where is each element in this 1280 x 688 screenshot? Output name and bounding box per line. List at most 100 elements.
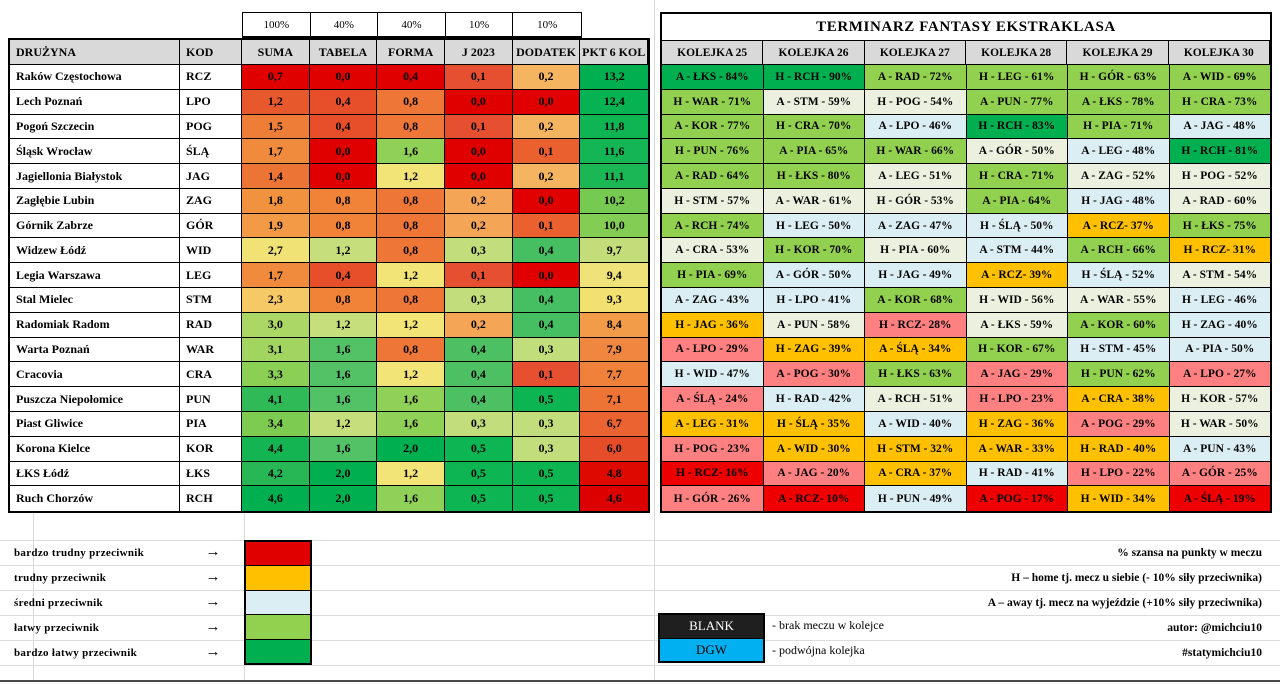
- team-name: Górnik Zabrze: [10, 213, 180, 239]
- fixture-cell: A - RCH - 66%: [1068, 238, 1170, 264]
- fixture-cell: H - RCZ- 28%: [865, 312, 967, 338]
- strength-value-cell: 0,1: [445, 263, 513, 289]
- strength-table-header: DRUŻYNA KOD SUMA TABELA FORMA J 2023 DODATEK PK…: [10, 40, 649, 65]
- strength-value-cell: 1,9: [242, 213, 310, 239]
- fixture-cell: A - LEG - 48%: [1068, 139, 1170, 165]
- team-name: Radomiak Radom: [10, 312, 180, 338]
- strength-value-cell: 0,8: [377, 238, 446, 264]
- team-row: Śląsk Wrocław ŚLĄ 1,7 0,0 1,6 0,0 0,1 11,6: [10, 139, 649, 165]
- gameweek-header: KOLEJKA 25: [662, 41, 764, 65]
- strength-value-cell: 0,4: [377, 65, 446, 90]
- strength-value-cell: 12,4: [580, 89, 649, 115]
- strength-value-cell: 1,6: [377, 411, 446, 437]
- strength-value-cell: 0,5: [445, 436, 513, 462]
- team-code: PIA: [180, 411, 242, 437]
- fixture-cell: A - ZAG - 47%: [865, 213, 967, 239]
- fixture-cell: H - WID - 34%: [1068, 486, 1170, 512]
- arrow-icon: →: [205, 594, 221, 610]
- fixture-cell: H - CRA - 70%: [763, 114, 865, 140]
- fixture-cell: A - CRA - 38%: [1068, 387, 1170, 412]
- fixture-cell: A - ŁKS - 84%: [662, 65, 764, 90]
- strength-value-cell: 0,4: [445, 337, 513, 363]
- fixture-cell: H - GÓR - 26%: [662, 486, 764, 512]
- strength-value-cell: 4,1: [242, 387, 310, 412]
- fixture-cell: H - STM - 57%: [662, 188, 764, 214]
- fixture-cell: H - PIA - 71%: [1068, 114, 1170, 140]
- fixture-cell: H - RAD - 40%: [1068, 436, 1170, 462]
- gridline: [0, 590, 1280, 591]
- strength-value-cell: 0,1: [445, 65, 513, 90]
- fixture-cell: H - PUN - 62%: [1068, 362, 1170, 388]
- fixture-cell: A - RCH - 74%: [662, 213, 764, 239]
- fixture-cell: A - WID - 69%: [1169, 65, 1270, 90]
- strength-value-cell: 11,1: [580, 164, 649, 189]
- strength-value-cell: 4,8: [580, 461, 649, 487]
- weight-cell: 10%: [445, 13, 514, 37]
- fixture-cell: A - WAR - 55%: [1068, 288, 1170, 313]
- dgw-flag-description: - podwójna kolejka: [772, 643, 865, 657]
- strength-value-cell: 0,8: [377, 213, 446, 239]
- team-code: STM: [180, 288, 242, 313]
- fixture-cell: A - RCZ- 37%: [1068, 213, 1170, 239]
- arrow-icon: →: [205, 644, 221, 660]
- fixture-row: A - RCH - 74% H - LEG - 50% A - ZAG - 47% H…: [662, 213, 1270, 239]
- strength-value-cell: 0,7: [242, 65, 310, 90]
- team-row: Korona Kielce KOR 4,4 1,6 2,0 0,5 0,3 6,0: [10, 436, 649, 462]
- fixture-cell: A - PUN - 58%: [763, 312, 865, 338]
- strength-value-cell: 4,6: [242, 486, 310, 512]
- gridline: [0, 615, 1280, 616]
- team-code: POG: [180, 114, 242, 140]
- strength-value-cell: 0,1: [512, 139, 581, 165]
- fixture-cell: H - RCH - 83%: [966, 114, 1068, 140]
- fixture-cell: A - ŁKS - 59%: [966, 312, 1068, 338]
- strength-value-cell: 1,6: [309, 436, 378, 462]
- fixture-cell: H - ŁKS - 80%: [763, 164, 865, 189]
- fixture-cell: A - ŚLĄ - 34%: [865, 337, 967, 363]
- strength-value-cell: 0,4: [309, 263, 378, 289]
- fixture-cell: A - ŚLĄ - 19%: [1169, 486, 1270, 512]
- fixture-cell: A - GÓR - 50%: [966, 139, 1068, 165]
- fixture-cell: A - KOR - 68%: [865, 288, 967, 313]
- fixture-cell: H - KOR - 70%: [763, 238, 865, 264]
- team-row: Puszcza Niepołomice PUN 4,1 1,6 1,6 0,4 0,5 7,1: [10, 387, 649, 412]
- strength-value-cell: 0,1: [512, 213, 581, 239]
- fixture-cell: A - POG - 29%: [1068, 411, 1170, 437]
- strength-value-cell: 4,2: [242, 461, 310, 487]
- fixture-row: A - KOR - 77% H - CRA - 70% A - LPO - 46% H…: [662, 114, 1270, 140]
- column-header: KOD: [180, 40, 242, 65]
- strength-value-cell: 0,8: [309, 213, 378, 239]
- team-name: Cracovia: [10, 362, 180, 388]
- note-author: autor: @michciu10: [1167, 621, 1262, 634]
- fixture-cell: A - GÓR - 50%: [763, 263, 865, 289]
- fixture-cell: A - GÓR - 25%: [1169, 461, 1270, 487]
- strength-value-cell: 0,8: [309, 288, 378, 313]
- strength-value-cell: 0,5: [445, 461, 513, 487]
- strength-value-cell: 0,4: [445, 387, 513, 412]
- fixture-cell: H - STM - 45%: [1068, 337, 1170, 363]
- team-name: Jagiellonia Białystok: [10, 164, 180, 189]
- strength-value-cell: 1,6: [309, 362, 378, 388]
- strength-value-cell: 0,3: [445, 238, 513, 264]
- strength-value-cell: 1,5: [242, 114, 310, 140]
- strength-value-cell: 0,5: [512, 461, 581, 487]
- strength-value-cell: 7,9: [580, 337, 649, 363]
- team-row: Raków Częstochowa RCZ 0,7 0,0 0,4 0,1 0,2 13,2: [10, 65, 649, 90]
- team-name: Stal Mielec: [10, 288, 180, 313]
- fixture-cell: A - POG - 17%: [966, 486, 1068, 512]
- fixture-row: A - LPO - 29% H - ZAG - 39% A - ŚLĄ - 34% H…: [662, 337, 1270, 363]
- team-row: Warta Poznań WAR 3,1 1,6 0,8 0,4 0,3 7,9: [10, 337, 649, 363]
- strength-value-cell: 0,3: [445, 411, 513, 437]
- team-code: CRA: [180, 362, 242, 388]
- team-name: Pogoń Szczecin: [10, 114, 180, 140]
- fixture-table-header: KOLEJKA 25 KOLEJKA 26 KOLEJKA 27 KOLEJKA 28…: [662, 41, 1270, 65]
- fixture-cell: H - JAG - 49%: [865, 263, 967, 289]
- team-row: Jagiellonia Białystok JAG 1,4 0,0 1,2 0,0 0,2 1…: [10, 164, 649, 189]
- strength-value-cell: 8,4: [580, 312, 649, 338]
- fixture-row: A - ŁKS - 84% H - RCH - 90% A - RAD - 72% H…: [662, 65, 1270, 90]
- fixture-cell: A - STM - 54%: [1169, 263, 1270, 289]
- strength-value-cell: 2,7: [242, 238, 310, 264]
- team-name: Zagłębie Lubin: [10, 188, 180, 214]
- strength-value-cell: 0,2: [445, 312, 513, 338]
- fixture-cell: A - PUN - 43%: [1169, 436, 1270, 462]
